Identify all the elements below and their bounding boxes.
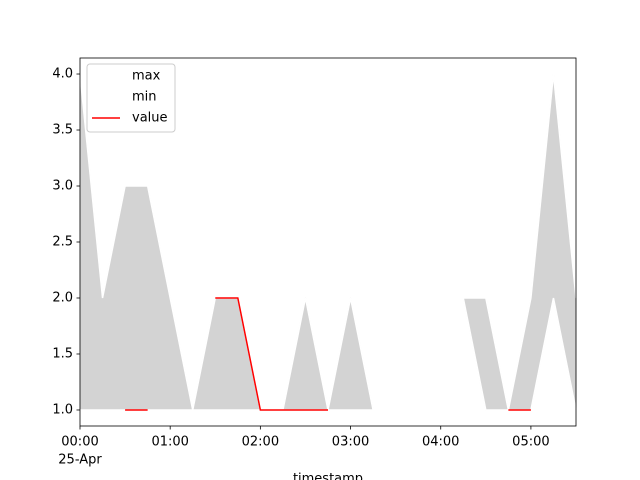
- legend-label: min: [132, 90, 157, 105]
- x-tick-label: 05:00: [512, 435, 549, 450]
- series-line: [215, 297, 328, 411]
- x-tick-label: 01:00: [151, 435, 188, 450]
- x-tick-label: 03:00: [332, 435, 369, 450]
- x-axis-label: timestamp: [293, 472, 363, 480]
- legend-label: max: [132, 69, 161, 84]
- x-tick-label: 02:00: [242, 435, 279, 450]
- y-tick-label: 3.0: [52, 179, 73, 194]
- legend-box: [86, 63, 176, 133]
- x-tick-label: 00:00: [61, 435, 98, 450]
- legend-label: value: [132, 111, 168, 126]
- y-tick-label: 3.5: [52, 123, 73, 138]
- y-tick-label: 2.0: [52, 290, 73, 305]
- y-tick-label: 1.0: [52, 402, 73, 417]
- y-tick-label: 1.5: [52, 346, 73, 361]
- y-tick-label: 4.0: [52, 67, 73, 82]
- x-date-label: 25-Apr: [58, 453, 102, 468]
- x-tick-label: 04:00: [422, 435, 459, 450]
- y-tick-label: 2.5: [52, 235, 73, 250]
